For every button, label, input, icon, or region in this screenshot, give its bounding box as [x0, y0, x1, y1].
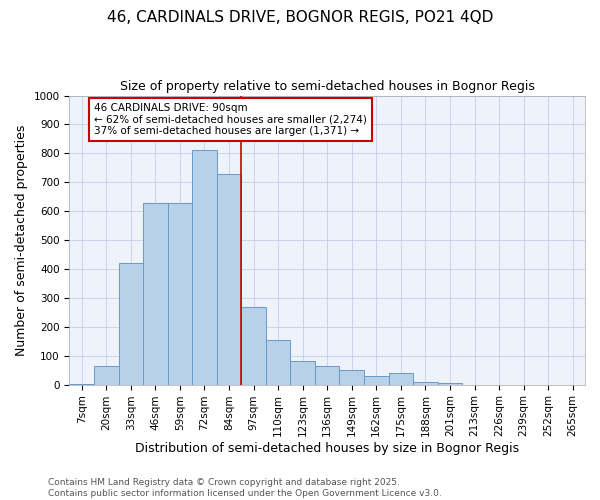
Bar [167, 202, 192, 384]
Bar [413, 382, 437, 384]
Bar [364, 376, 389, 384]
Bar [315, 366, 340, 384]
Bar [192, 150, 217, 384]
Text: Contains HM Land Registry data © Crown copyright and database right 2025.
Contai: Contains HM Land Registry data © Crown c… [48, 478, 442, 498]
Bar [389, 373, 413, 384]
Text: 46 CARDINALS DRIVE: 90sqm
← 62% of semi-detached houses are smaller (2,274)
37% : 46 CARDINALS DRIVE: 90sqm ← 62% of semi-… [94, 103, 367, 136]
Bar [94, 366, 119, 384]
Y-axis label: Number of semi-detached properties: Number of semi-detached properties [15, 124, 28, 356]
X-axis label: Distribution of semi-detached houses by size in Bognor Regis: Distribution of semi-detached houses by … [135, 442, 519, 455]
Bar [266, 340, 290, 384]
Bar [119, 263, 143, 384]
Bar [241, 306, 266, 384]
Text: 46, CARDINALS DRIVE, BOGNOR REGIS, PO21 4QD: 46, CARDINALS DRIVE, BOGNOR REGIS, PO21 … [107, 10, 493, 25]
Bar [437, 383, 462, 384]
Title: Size of property relative to semi-detached houses in Bognor Regis: Size of property relative to semi-detach… [120, 80, 535, 93]
Bar [290, 362, 315, 384]
Bar [340, 370, 364, 384]
Bar [143, 202, 167, 384]
Bar [217, 174, 241, 384]
